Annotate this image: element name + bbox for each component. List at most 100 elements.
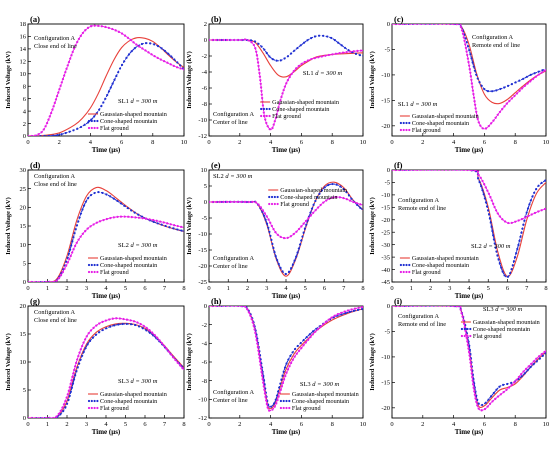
legend-swatch-dot — [408, 121, 411, 125]
series-marker — [494, 116, 497, 119]
series-marker — [338, 52, 341, 55]
series-marker — [73, 368, 76, 372]
series-marker — [118, 67, 122, 70]
series-marker — [479, 176, 482, 179]
series-marker — [412, 170, 415, 171]
series-2 — [209, 34, 363, 62]
series-marker — [89, 25, 93, 28]
series-marker — [468, 357, 472, 361]
series-marker — [158, 220, 162, 223]
series-marker — [335, 183, 338, 186]
series-marker — [240, 38, 243, 42]
series-marker — [129, 38, 132, 42]
series-marker — [138, 45, 141, 48]
series-marker — [279, 235, 282, 239]
series-marker — [543, 69, 546, 72]
x-tick-label: 6 — [323, 285, 327, 292]
legend-swatch-dot — [405, 121, 408, 125]
x-tick-label: 8 — [514, 139, 517, 146]
series-marker — [86, 343, 89, 346]
series-marker — [347, 49, 350, 52]
series-marker — [28, 416, 30, 418]
series-marker — [289, 354, 292, 358]
series-marker — [286, 79, 290, 82]
series-marker — [249, 314, 252, 317]
x-tick-label: 0 — [207, 285, 210, 292]
series-marker — [267, 226, 270, 229]
x-tick-label: 4 — [104, 421, 108, 428]
series-marker — [74, 374, 77, 377]
legend-swatch-dot — [96, 119, 99, 123]
series-marker — [475, 400, 478, 403]
series-marker — [352, 309, 355, 312]
series-marker — [304, 341, 307, 344]
series-marker — [469, 71, 472, 74]
series-marker — [412, 24, 415, 25]
series-marker — [503, 220, 507, 223]
legend-swatch-dot — [265, 114, 268, 118]
series-marker — [510, 83, 513, 86]
legend-swatch-dot — [279, 406, 282, 410]
legend-label: Cone-shaped mountain — [100, 262, 157, 269]
series-marker — [471, 85, 474, 89]
series-marker — [534, 75, 537, 78]
series-marker — [225, 38, 229, 42]
series-marker — [171, 356, 175, 359]
series-marker — [64, 71, 67, 74]
series-marker — [119, 215, 123, 218]
series-marker — [60, 133, 63, 136]
series-marker — [61, 270, 64, 274]
series-marker — [81, 232, 84, 236]
legend-swatch-dot — [93, 406, 96, 410]
series-marker — [470, 372, 473, 375]
series-marker — [294, 67, 298, 70]
series-marker — [324, 54, 327, 57]
series-marker — [85, 335, 88, 338]
series-marker — [308, 333, 311, 336]
series-marker — [240, 306, 243, 308]
series-marker — [81, 354, 84, 357]
series-marker — [113, 324, 116, 327]
series-marker — [73, 365, 77, 368]
series-marker — [506, 84, 510, 87]
series-marker — [473, 103, 477, 106]
legend-swatch-dot — [262, 114, 266, 118]
series-marker — [275, 59, 278, 62]
legend-swatch-dot — [276, 195, 279, 199]
series-marker — [300, 347, 303, 350]
y-tick-label: 20 — [20, 303, 27, 310]
annotation-text: Close end of line — [34, 43, 77, 50]
series-marker — [280, 95, 283, 99]
y-tick-label: 15 — [20, 331, 27, 338]
y-tick-label: -15 — [381, 380, 390, 387]
series-marker — [167, 350, 170, 353]
series-marker — [247, 39, 250, 42]
series-marker — [478, 181, 481, 184]
series-marker — [116, 215, 119, 219]
series-marker — [173, 58, 176, 61]
series-marker — [520, 375, 523, 378]
series-marker — [134, 216, 137, 219]
series-marker — [175, 66, 179, 69]
series-marker — [101, 320, 104, 324]
series-marker — [343, 46, 347, 49]
legend-swatch-dot — [273, 202, 276, 206]
series-marker — [44, 416, 48, 418]
series-marker — [327, 183, 330, 187]
x-tick-label: 10 — [543, 139, 550, 146]
legend-label: Gaussian-shaped mountain — [412, 113, 479, 120]
series-marker — [259, 367, 263, 370]
x-tick-label: 8 — [331, 421, 334, 428]
series-marker — [277, 395, 280, 398]
series-marker — [537, 73, 540, 76]
series-marker — [225, 306, 229, 307]
series-marker — [130, 50, 133, 53]
legend-label: Gaussian-shaped mountain — [280, 187, 347, 194]
series-marker — [282, 236, 286, 240]
y-tick-label: 5 — [23, 387, 26, 394]
y-tick-label: -5 — [385, 47, 390, 54]
series-marker — [523, 84, 526, 88]
series-marker — [97, 24, 100, 28]
series-marker — [487, 213, 491, 216]
